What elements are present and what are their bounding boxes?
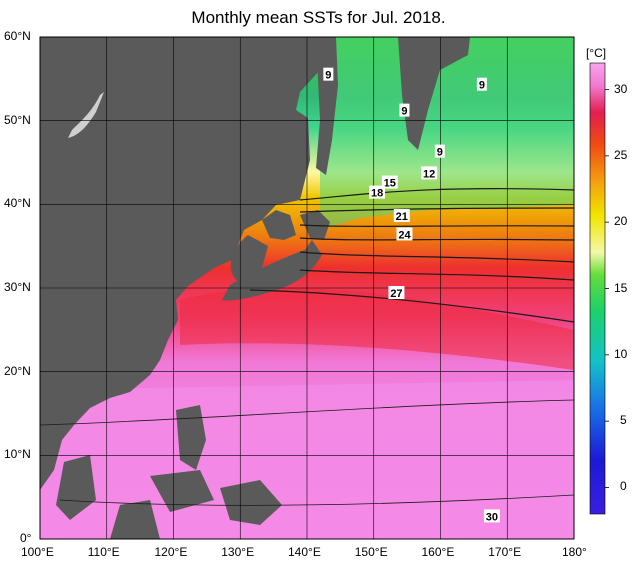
land bbox=[40, 37, 470, 539]
contour-label-box bbox=[434, 144, 445, 158]
longitude-tick-label: 150°E bbox=[354, 545, 388, 559]
longitude-tick-label: 100°E bbox=[21, 545, 54, 559]
contour-label: 27 bbox=[390, 288, 402, 300]
longitude-tick-label: 160°E bbox=[421, 545, 455, 559]
latitude-tick-label: 40°N bbox=[4, 196, 31, 211]
contour-label-box bbox=[369, 185, 386, 199]
longitude-tick-label: 140°E bbox=[288, 545, 321, 559]
contour-label-box bbox=[483, 509, 500, 523]
contour-label-box bbox=[396, 227, 413, 241]
colorbar-tick-label: 30 bbox=[614, 81, 628, 96]
contour-label: 9 bbox=[479, 80, 485, 92]
contour-label-box bbox=[323, 67, 334, 81]
contour-label-box bbox=[399, 103, 410, 117]
contour-label: 12 bbox=[423, 168, 435, 180]
colorbar-tick-label: 0 bbox=[620, 479, 627, 494]
contour-label: 15 bbox=[384, 178, 396, 190]
colorbar-tick-label: 15 bbox=[614, 280, 628, 295]
kuroshio-band bbox=[180, 287, 574, 370]
contour-label-box bbox=[388, 286, 405, 300]
latitude-tick-label: 10°N bbox=[4, 447, 31, 462]
longitude-tick-label: 170°E bbox=[488, 545, 522, 559]
contour-label-box bbox=[476, 77, 487, 91]
contour-label: 9 bbox=[325, 70, 331, 82]
contour-label-box bbox=[381, 175, 398, 189]
colorbar-tick-label: 5 bbox=[620, 413, 627, 428]
colorbar-ticks bbox=[605, 89, 609, 488]
latitude-tick-label: 20°N bbox=[4, 363, 31, 378]
longitude-tick-label: 130°E bbox=[221, 545, 255, 559]
sakhalin bbox=[68, 92, 104, 138]
contour-label: 9 bbox=[401, 106, 407, 118]
contour-label-box bbox=[421, 166, 438, 180]
contour-label: 9 bbox=[437, 147, 443, 159]
colorbar-tick-label: 10 bbox=[614, 346, 628, 361]
map-title: Monthly mean SSTs for Jul. 2018. bbox=[191, 8, 446, 27]
colorbar-tick-label: 20 bbox=[614, 214, 628, 229]
longitude-tick-label: 180° bbox=[562, 545, 587, 559]
colorbar bbox=[589, 62, 606, 515]
contour-label: 18 bbox=[371, 188, 383, 200]
latitude-tick-label: 50°N bbox=[4, 112, 31, 127]
map-frame bbox=[39, 36, 575, 540]
colorbar-tick-label: 25 bbox=[614, 147, 628, 162]
latitude-tick-label: 0° bbox=[20, 531, 32, 545]
latitude-tick-label: 30°N bbox=[4, 280, 31, 294]
longitude-tick-label: 120°E bbox=[154, 545, 188, 559]
contour-label: 30 bbox=[486, 511, 498, 523]
contour-label: 21 bbox=[396, 211, 408, 223]
contour-label: 24 bbox=[398, 229, 411, 241]
latitude-tick-label: 60°N bbox=[4, 29, 31, 43]
longitude-tick-label: 110°E bbox=[87, 545, 120, 559]
colorbar-unit: [°C] bbox=[586, 46, 607, 60]
contour-label-box bbox=[393, 209, 410, 223]
